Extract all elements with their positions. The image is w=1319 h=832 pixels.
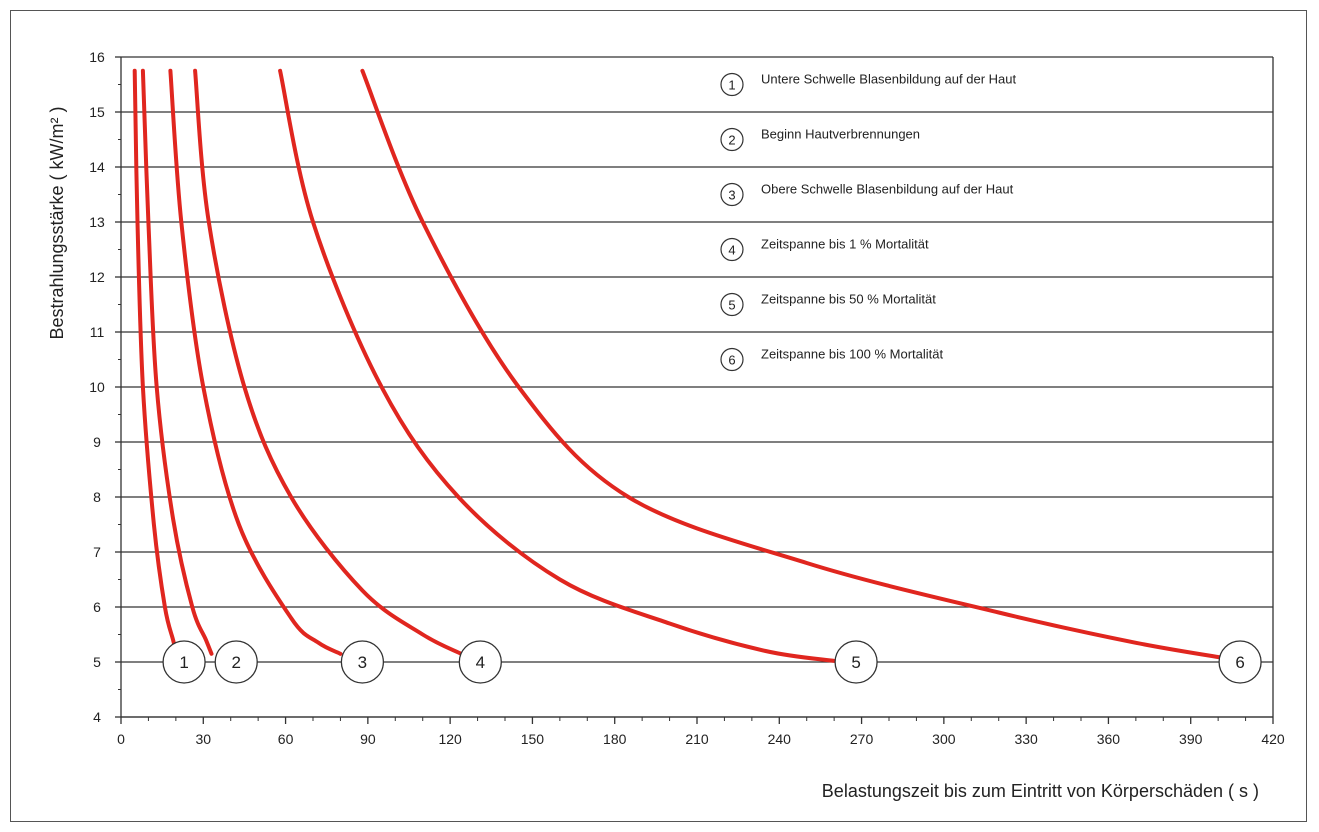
legend-label-3: Obere Schwelle Blasenbildung auf der Hau… <box>761 182 1014 197</box>
legend-marker-5 <box>720 292 744 317</box>
x-tick-label: 210 <box>685 731 709 747</box>
legend-number-4: 4 <box>728 243 735 258</box>
y-tick-label: 14 <box>89 159 105 175</box>
legend-number-6: 6 <box>728 353 735 368</box>
x-tick-label: 270 <box>850 731 874 747</box>
legend-label-1: Untere Schwelle Blasenbildung auf der Ha… <box>761 72 1016 87</box>
series-marker-6 <box>1218 640 1262 684</box>
x-tick-label: 120 <box>438 731 462 747</box>
series-marker-5 <box>834 640 878 684</box>
series <box>132 68 1234 663</box>
y-axis-title: Bestrahlungsstärke ( kW/m² ) <box>47 106 67 339</box>
y-tick-label: 10 <box>89 379 105 395</box>
y-tick-label: 4 <box>93 709 101 725</box>
legend-marker-1 <box>720 72 744 97</box>
x-tick-label: 180 <box>603 731 627 747</box>
legend-label-5: Zeitspanne bis 50 % Mortalität <box>761 292 936 307</box>
y-tick-label: 11 <box>90 324 105 340</box>
legend-number-1: 1 <box>728 78 735 93</box>
x-tick-label: 360 <box>1097 731 1121 747</box>
series-marker-label-1: 1 <box>179 653 188 672</box>
legend-label-2: Beginn Hautverbrennungen <box>761 127 920 142</box>
legend-marker-2 <box>720 127 744 152</box>
series-marker-label-6: 6 <box>1235 653 1244 672</box>
legend-marker-4 <box>720 237 744 262</box>
x-tick-label: 60 <box>278 731 294 747</box>
x-tick-label: 300 <box>932 731 956 747</box>
x-tick-label: 420 <box>1261 731 1285 747</box>
legend-label-4: Zeitspanne bis 1 % Mortalität <box>761 237 929 252</box>
legend-number-5: 5 <box>728 298 735 313</box>
y-tick-label: 6 <box>93 599 101 615</box>
series-curve-3 <box>168 68 343 656</box>
series-curve-4 <box>193 68 464 656</box>
series-marker-label-5: 5 <box>851 653 860 672</box>
series-curve-5 <box>278 68 837 663</box>
x-tick-label: 150 <box>521 731 545 747</box>
y-tick-label: 15 <box>89 104 105 120</box>
x-tick-label: 240 <box>768 731 792 747</box>
series-marker-1 <box>162 640 206 684</box>
x-tick-label: 330 <box>1014 731 1038 747</box>
series-marker-4 <box>458 640 502 684</box>
legend-marker-3 <box>720 182 744 207</box>
figure-frame: 4 5 6 7 8 9 10 11 12 13 14 15 16 0 30 60 90 120 150 180 210 2… <box>10 10 1307 822</box>
y-tick-label: 7 <box>93 544 101 560</box>
series-curve-6 <box>360 68 1234 662</box>
series-curve-2 <box>140 68 214 656</box>
grid <box>121 56 1273 718</box>
y-tick-label: 5 <box>93 654 101 670</box>
x-tick-label: 30 <box>195 731 211 747</box>
series-curve-1 <box>132 68 178 653</box>
series-marker-3 <box>340 640 385 684</box>
y-tick-label: 16 <box>89 49 105 65</box>
y-tick-label: 9 <box>93 434 101 450</box>
y-tick-label: 12 <box>89 269 105 285</box>
legend-number-2: 2 <box>728 133 735 148</box>
legend-number-3: 3 <box>728 188 735 203</box>
x-axis-title: Belastungszeit bis zum Eintritt von Körp… <box>822 781 1259 801</box>
series-markers: 1 2 3 4 5 6 <box>162 640 1262 684</box>
legend-marker-6 <box>720 347 744 372</box>
x-tick-label: 0 <box>117 731 125 747</box>
series-marker-label-2: 2 <box>231 653 240 672</box>
legend: 1 Untere Schwelle Blasenbildung auf der H… <box>720 72 1016 372</box>
series-marker-label-3: 3 <box>358 653 367 672</box>
y-tick-label: 8 <box>93 489 101 505</box>
x-tick-label: 90 <box>360 731 376 747</box>
series-marker-label-4: 4 <box>476 653 485 672</box>
y-tick-label: 13 <box>89 214 105 230</box>
legend-label-6: Zeitspanne bis 100 % Mortalität <box>761 347 943 362</box>
series-marker-2 <box>214 640 258 684</box>
x-tick-label: 390 <box>1179 731 1203 747</box>
